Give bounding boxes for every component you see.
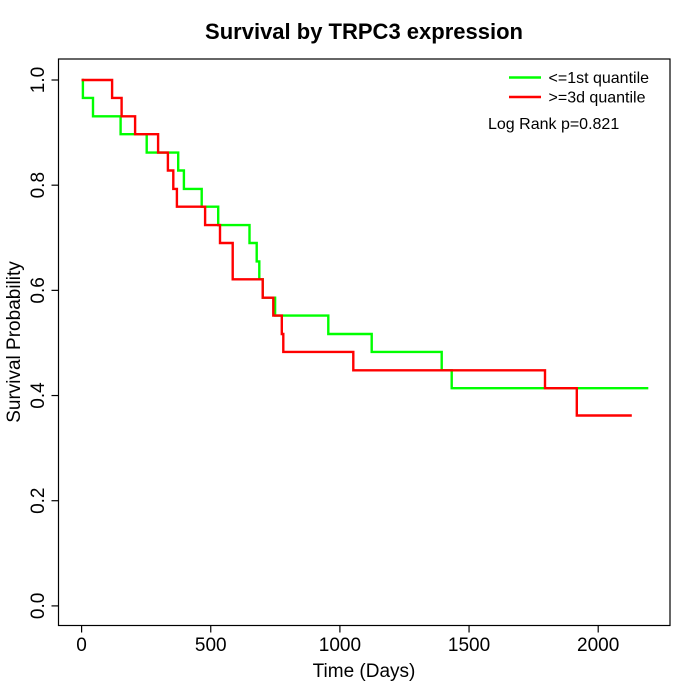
plot-box bbox=[57, 58, 671, 627]
x-tick-label-2: 1000 bbox=[319, 635, 361, 656]
x-tick-label-1: 500 bbox=[195, 635, 227, 656]
x-axis-label: Time (Days) bbox=[312, 661, 416, 682]
y-tick-label-0: 0.0 bbox=[28, 593, 49, 619]
log-rank-annotation: Log Rank p=0.821 bbox=[488, 116, 620, 133]
chart-title: Survival by TRPC3 expression bbox=[205, 19, 523, 44]
x-tick-label-0: 0 bbox=[76, 635, 87, 656]
x-tick-label-3: 1500 bbox=[448, 635, 490, 656]
y-tick-label-2: 0.4 bbox=[28, 382, 49, 409]
legend-label-1: >=3d quantile bbox=[549, 90, 646, 107]
survival-curve-1 bbox=[81, 78, 632, 417]
y-tick-label-5: 1.0 bbox=[28, 67, 49, 93]
legend-label-0: <=1st quantile bbox=[549, 70, 650, 87]
survival-curve-0 bbox=[81, 78, 649, 390]
y-tick-label-1: 0.2 bbox=[28, 488, 49, 514]
y-tick-label-3: 0.6 bbox=[28, 277, 49, 303]
y-tick-label-4: 0.8 bbox=[28, 172, 49, 198]
x-tick-label-4: 2000 bbox=[577, 635, 619, 656]
